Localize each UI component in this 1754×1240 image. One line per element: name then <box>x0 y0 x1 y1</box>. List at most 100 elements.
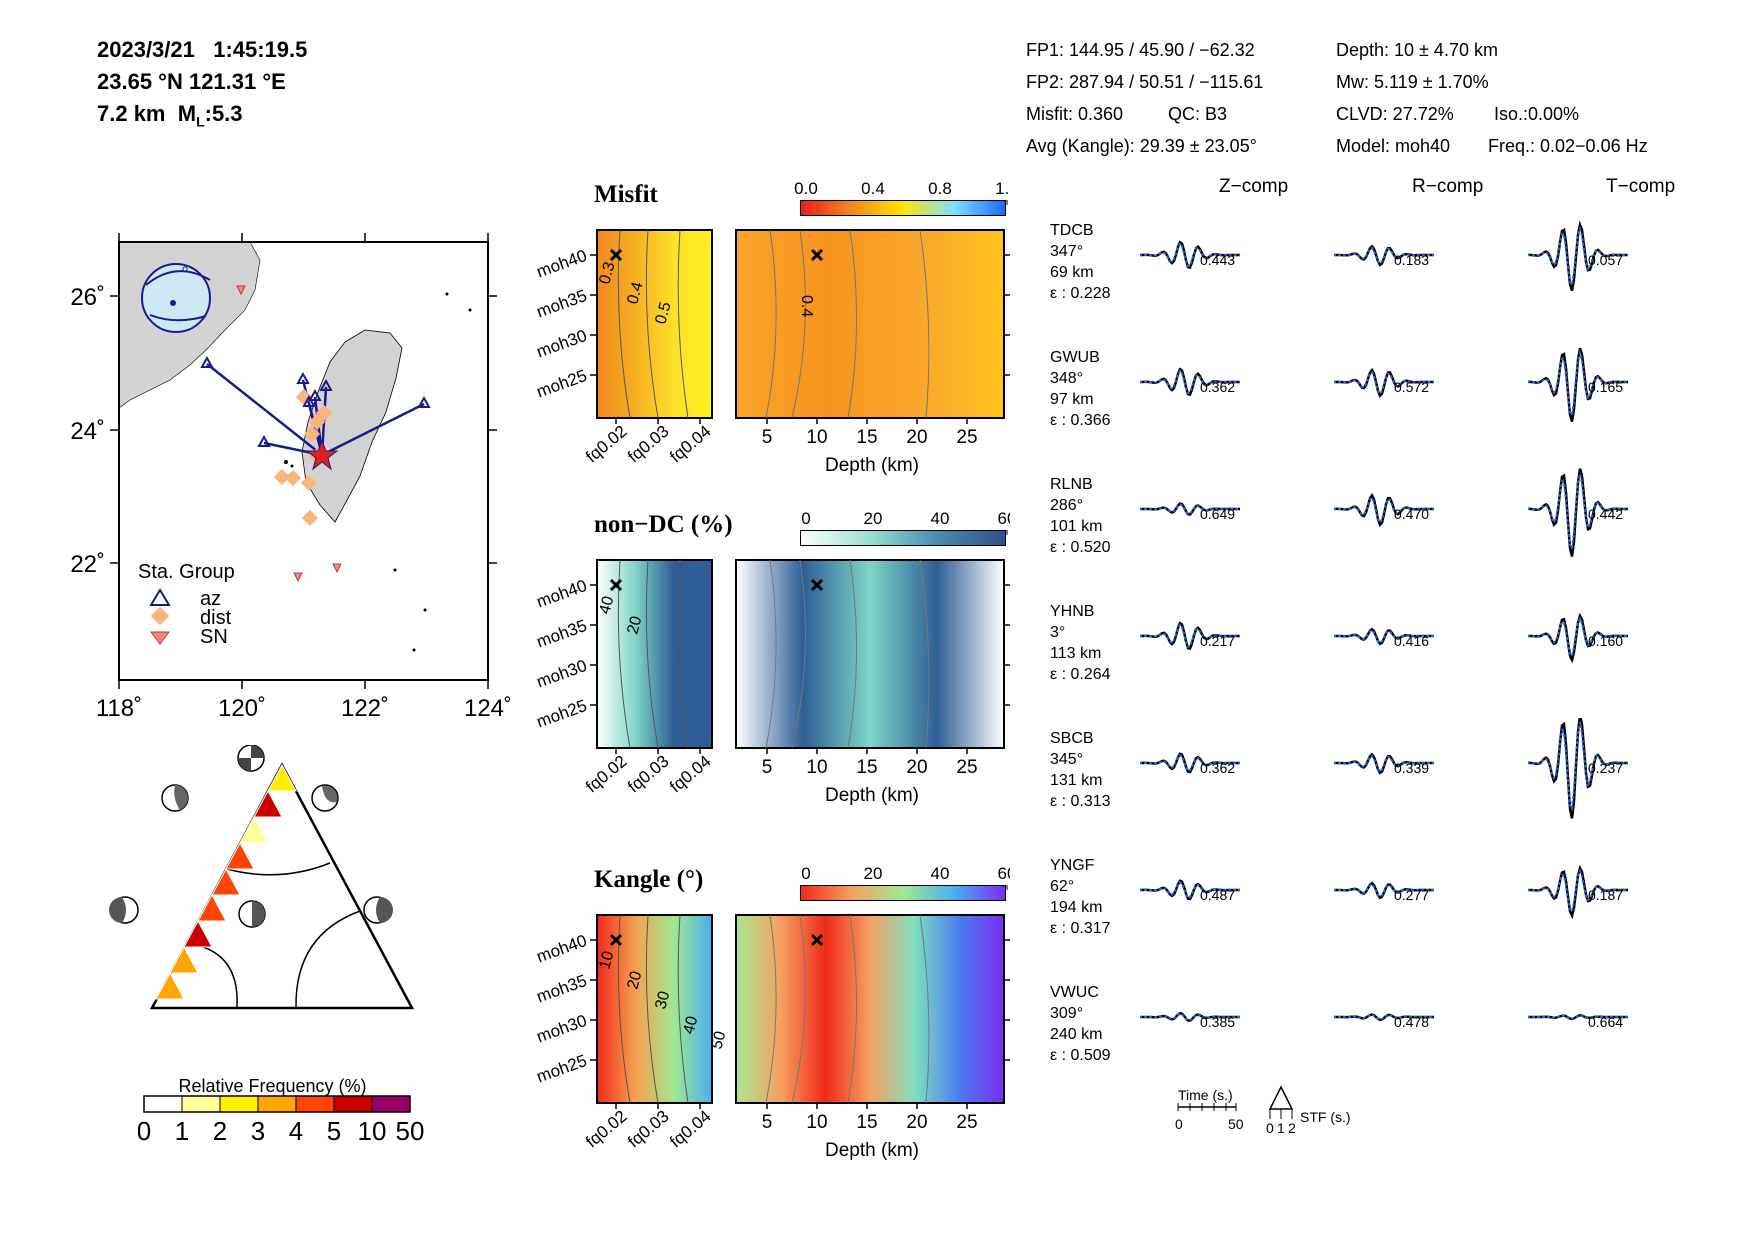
cc-value: 0.165 <box>1588 379 1623 395</box>
waveform-trace: 0.187 <box>1528 864 1628 920</box>
lon-tick: 122˚ <box>341 695 389 722</box>
colorbar-tick: 40 <box>931 864 950 883</box>
iso-text: Iso.:0.00% <box>1494 104 1580 124</box>
depth-tick: 25 <box>956 427 977 448</box>
station-name: GWUB <box>1050 349 1100 366</box>
colorbar-tick: 1 <box>175 1116 189 1146</box>
synthetic-waveform <box>1528 1014 1628 1020</box>
lat-tick: 24˚ <box>70 418 105 445</box>
station-eps: ε : 0.317 <box>1050 920 1111 937</box>
stf-label: STF (s.) <box>1300 1109 1351 1125</box>
waveform-trace: 0.217 <box>1140 621 1240 651</box>
station-eps: ε : 0.228 <box>1050 285 1111 302</box>
colorbar-cell <box>371 1095 411 1113</box>
depth-tick: 5 <box>762 1112 773 1133</box>
contour-label: 20 <box>624 614 645 636</box>
depth-tick: 15 <box>856 1112 877 1133</box>
colorbar-cell <box>143 1095 183 1113</box>
legend-az-label: az <box>200 588 221 610</box>
model-tick: moh35 <box>534 971 589 1007</box>
freq-tick: fq0.04 <box>666 752 714 797</box>
model-tick: moh35 <box>534 616 589 652</box>
model-tick: moh25 <box>534 696 589 732</box>
model-tick: moh40 <box>534 576 589 612</box>
station-az: 345° <box>1050 751 1084 768</box>
colorbar-tick: 50 <box>396 1116 425 1146</box>
freq-tick: fq0.03 <box>624 752 672 797</box>
best-solution-marker-icon <box>609 933 623 947</box>
synthetic-waveform <box>1140 880 1240 899</box>
station-az: 309° <box>1050 1005 1084 1022</box>
synthetic-waveform <box>1140 623 1240 649</box>
cc-value: 0.664 <box>1588 1014 1623 1030</box>
map-legend-title: Sta. Group <box>138 561 235 583</box>
stf-triangle-icon <box>1268 1085 1294 1110</box>
triangle-cells <box>155 763 297 1000</box>
colorbar-tick: 20 <box>864 864 883 883</box>
depth-tick: 15 <box>856 427 877 448</box>
time-scale-label: Time (s.) <box>1178 1087 1233 1103</box>
station-name: YNGF <box>1050 857 1095 874</box>
cc-value: 0.339 <box>1394 760 1429 776</box>
station-az: 347° <box>1050 243 1084 260</box>
station-label: SBCB 345° 131 km ε : 0.313 <box>1050 728 1111 812</box>
synthetic-waveform <box>1334 1013 1434 1021</box>
station-map: 26˚ 24˚ 22˚ 118˚ 120˚ 122˚ 124˚ <box>70 233 512 722</box>
contour-label: 0.5 <box>652 300 674 326</box>
station-name: YHNB <box>1050 603 1095 620</box>
synthetic-waveform <box>1334 496 1434 525</box>
station-label: VWUC 309° 240 km ε : 0.509 <box>1050 982 1111 1066</box>
lat-tick: 22˚ <box>70 551 105 578</box>
lon-tick: 120˚ <box>218 695 266 722</box>
cc-value: 0.183 <box>1394 252 1429 268</box>
contour-label: 30 <box>652 989 673 1011</box>
z-comp-header: Z−comp <box>1219 176 1289 197</box>
synthetic-waveform <box>1334 629 1434 645</box>
waveform-trace: 0.572 <box>1334 367 1434 398</box>
depth-tick: 20 <box>906 757 927 778</box>
station-dist: 194 km <box>1050 899 1103 916</box>
synthetic-waveform <box>1334 883 1434 899</box>
colorbar-tick: 1.2 <box>995 179 1010 198</box>
colorbar-tick: 3 <box>251 1116 265 1146</box>
panel-colorbar <box>800 885 1006 901</box>
time-scale-tick: 50 <box>1228 1116 1244 1132</box>
synthetic-waveform <box>1528 868 1628 914</box>
station-name: RLNB <box>1050 476 1093 493</box>
freq-tick: fq0.03 <box>624 1107 672 1152</box>
cc-value: 0.416 <box>1394 633 1429 649</box>
waveform-trace: 0.362 <box>1140 367 1240 397</box>
model-tick: moh35 <box>534 286 589 322</box>
colorbar-cell <box>181 1095 221 1113</box>
panel-left-map <box>596 914 713 1104</box>
panel-colorbar <box>800 200 1006 216</box>
event-depth: 7.2 km <box>97 101 166 126</box>
depth-tick: 5 <box>762 427 773 448</box>
source-type-triangle <box>109 745 415 1010</box>
contour-label: 50 <box>708 1029 729 1051</box>
lon-tick: 124˚ <box>464 695 512 722</box>
cc-value: 0.160 <box>1588 633 1623 649</box>
freq-tick: fq0.03 <box>624 422 672 467</box>
panel-title: Kangle (°) <box>594 866 704 893</box>
legend-az-icon <box>149 588 171 606</box>
r-comp-header: R−comp <box>1412 176 1484 197</box>
event-datetime: 2023/3/21 1:45:19.5 <box>97 37 308 62</box>
panel-colorbar <box>800 530 1006 546</box>
waveform-trace: 0.649 <box>1140 502 1240 522</box>
freq-colorbar-title: Relative Frequency (%) <box>178 1076 367 1096</box>
depth-tick: 25 <box>956 1112 977 1133</box>
synthetic-waveform <box>1334 370 1434 396</box>
stf-tick: 0 <box>1266 1120 1274 1136</box>
model-tick: moh40 <box>534 246 589 282</box>
cc-value: 0.362 <box>1200 379 1235 395</box>
freq-colorbar: 0 1 2 3 4 5 10 50 <box>138 1095 425 1146</box>
contour-label: 40 <box>596 594 617 616</box>
synthetic-waveform <box>1140 503 1240 515</box>
event-header: 2023/3/21 1:45:19.5 23.65 °N 121.31 °E 7… <box>97 34 307 137</box>
depth-tick: 15 <box>856 757 877 778</box>
station-dist: 69 km <box>1050 264 1094 281</box>
colorbar-tick: 60 <box>998 509 1010 528</box>
waveform-trace: 0.165 <box>1528 348 1628 422</box>
panel-title: non−DC (%) <box>594 511 733 538</box>
